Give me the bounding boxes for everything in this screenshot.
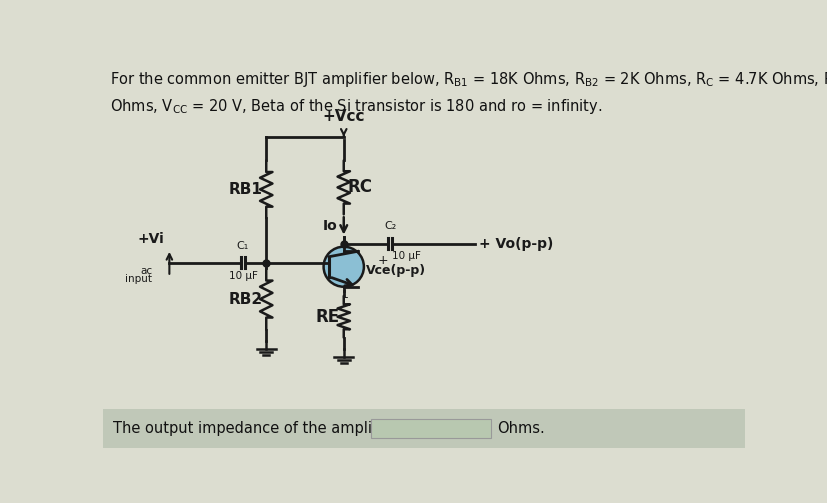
Circle shape <box>323 246 363 287</box>
Text: RE: RE <box>315 308 339 326</box>
FancyBboxPatch shape <box>370 419 490 438</box>
Text: RB2: RB2 <box>228 292 262 306</box>
Text: RB1: RB1 <box>228 182 262 197</box>
Text: 10 μF: 10 μF <box>228 271 257 281</box>
Text: +Vcc: +Vcc <box>322 109 365 124</box>
Text: + Vo(p-p): + Vo(p-p) <box>478 236 552 250</box>
Text: -: - <box>342 291 347 304</box>
Text: C₂: C₂ <box>384 221 396 231</box>
Text: The output impedance of the amplifier is: The output impedance of the amplifier is <box>112 421 412 436</box>
FancyBboxPatch shape <box>103 409 744 448</box>
Text: ac: ac <box>140 266 152 276</box>
Text: +Vi: +Vi <box>138 232 165 246</box>
Text: input: input <box>125 274 152 284</box>
Text: C₁: C₁ <box>237 240 249 250</box>
Text: Vce(p-p): Vce(p-p) <box>365 264 425 277</box>
Text: RC: RC <box>347 179 372 196</box>
Text: Io: Io <box>323 219 337 233</box>
Text: 10 μF: 10 μF <box>391 252 420 262</box>
Text: +: + <box>377 255 387 268</box>
Text: Ohms.: Ohms. <box>496 421 544 436</box>
Text: For the common emitter BJT amplifier below, R$_{\mathregular{B1}}$ = 18K Ohms, R: For the common emitter BJT amplifier bel… <box>109 69 827 116</box>
